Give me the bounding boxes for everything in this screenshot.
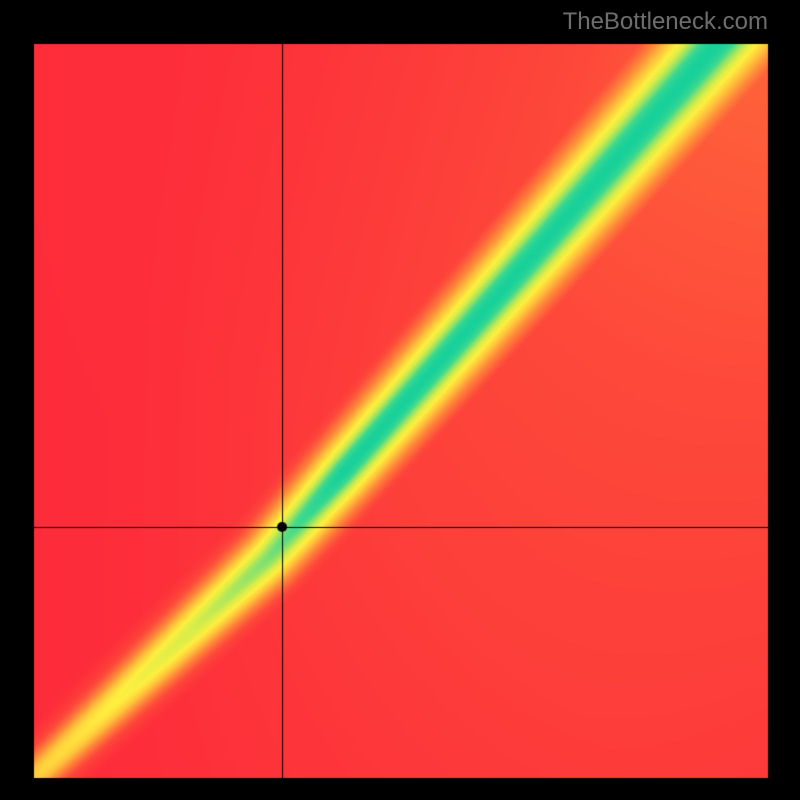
bottleneck-heatmap-canvas [0,0,800,800]
watermark-text: TheBottleneck.com [563,8,768,36]
chart-container: TheBottleneck.com [0,0,800,800]
